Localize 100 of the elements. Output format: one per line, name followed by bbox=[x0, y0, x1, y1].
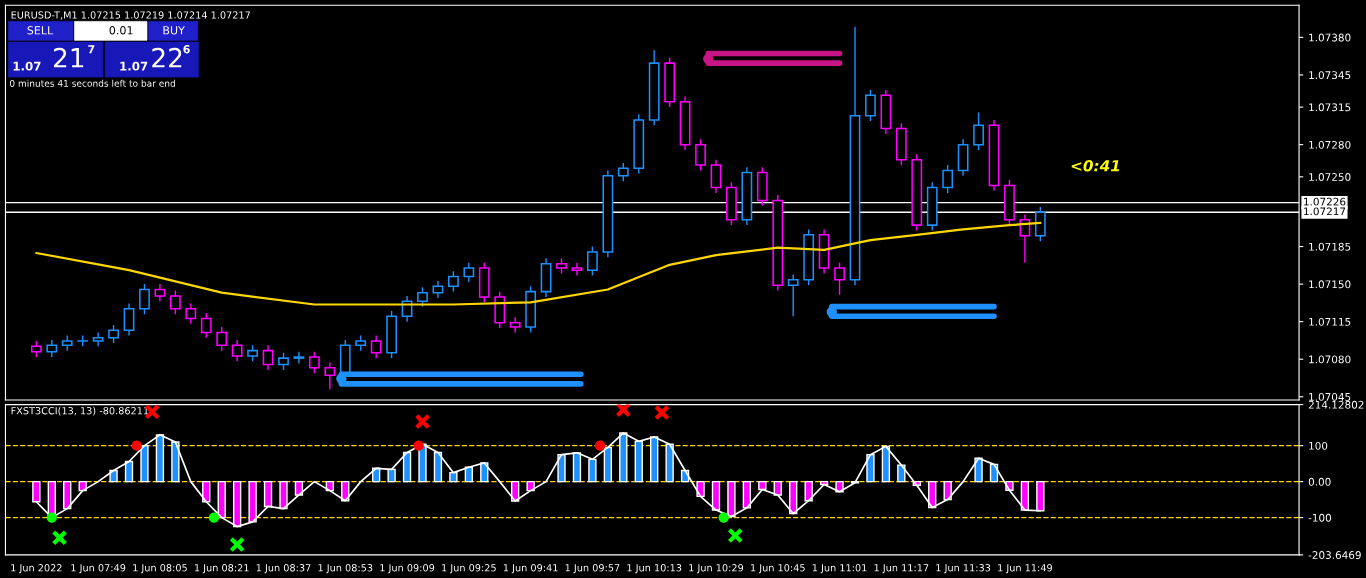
point bbox=[615, 404, 632, 418]
x-tick-label: 1 Jun 2022 bbox=[11, 564, 62, 574]
candlestick bbox=[370, 334, 382, 359]
bar bbox=[248, 480, 257, 523]
x-tick-label: 1 Jun 09:57 bbox=[565, 564, 620, 574]
point bbox=[718, 512, 729, 523]
text: EURUSD-T,M1 1.07215 1.07219 1.07214 1.07217 bbox=[11, 11, 250, 20]
annotation: BUY bbox=[163, 26, 185, 35]
x-tick-label: 1 Jun 09:25 bbox=[442, 564, 496, 574]
candlestick bbox=[123, 302, 135, 337]
y-tick-label: 1.07185 bbox=[1309, 242, 1351, 251]
candlestick bbox=[293, 351, 305, 365]
candlestick bbox=[231, 339, 243, 363]
candlestick bbox=[185, 302, 197, 325]
ref-line-label: 1.07217 bbox=[1304, 207, 1346, 216]
annotation: 6 bbox=[183, 45, 190, 54]
candlestick bbox=[571, 261, 583, 277]
bar bbox=[449, 471, 458, 483]
bar bbox=[727, 480, 736, 518]
x-tick-label: 1 Jun 08:05 bbox=[133, 564, 187, 574]
y-tick-label: 1.07080 bbox=[1309, 355, 1351, 364]
candlestick bbox=[262, 344, 274, 371]
candlestick bbox=[216, 326, 228, 352]
point bbox=[229, 536, 246, 553]
y-tick-label: 1.07045 bbox=[1309, 392, 1351, 401]
candlestick bbox=[324, 361, 336, 390]
x-tick-label: 1 Jun 11:49 bbox=[998, 564, 1052, 574]
y-tick-label: 1.07380 bbox=[1309, 33, 1351, 42]
x-tick-label: 1 Jun 07:49 bbox=[71, 564, 126, 574]
bar bbox=[217, 480, 226, 519]
bar bbox=[634, 440, 643, 483]
y-tick-label: -100 bbox=[1308, 513, 1332, 522]
candlestick bbox=[417, 286, 428, 308]
bar bbox=[140, 444, 149, 483]
bar bbox=[804, 480, 813, 502]
point bbox=[413, 440, 424, 451]
y-tick-label: 1.07250 bbox=[1309, 173, 1351, 181]
candlestick bbox=[308, 351, 320, 374]
bar bbox=[171, 441, 180, 483]
x-tick-label: 1 Jun 09:09 bbox=[380, 564, 435, 574]
point bbox=[654, 404, 670, 421]
x-tick-label: 1 Jun 08:21 bbox=[194, 564, 249, 574]
candlestick bbox=[92, 331, 104, 348]
point bbox=[46, 512, 57, 523]
y-tick-label: 0.00 bbox=[1308, 477, 1331, 486]
line-series bbox=[35, 432, 1042, 528]
x-tick-label: 1 Jun 11:17 bbox=[874, 564, 929, 574]
bar bbox=[588, 458, 597, 483]
bar bbox=[897, 464, 906, 483]
bar bbox=[650, 436, 659, 483]
x-tick-label: 1 Jun 10:29 bbox=[689, 564, 744, 574]
annotation: 22 bbox=[152, 47, 182, 68]
point bbox=[594, 440, 606, 451]
bar bbox=[711, 480, 721, 511]
point bbox=[208, 512, 220, 523]
bar bbox=[773, 480, 782, 496]
candlestick bbox=[447, 270, 459, 293]
bar bbox=[402, 451, 412, 483]
point bbox=[414, 413, 431, 430]
point bbox=[336, 373, 347, 384]
candlestick bbox=[587, 245, 598, 277]
x-tick-label: 1 Jun 08:53 bbox=[318, 564, 373, 574]
chart-title: FXST3CCI(13, 13) -80.86211 bbox=[11, 406, 149, 416]
annotation: 7 bbox=[88, 45, 95, 54]
candlestick bbox=[865, 89, 876, 122]
bar bbox=[387, 468, 396, 483]
annotation: 0 minutes 41 seconds left to bar end bbox=[9, 79, 175, 87]
annotation: SELL bbox=[27, 26, 54, 35]
candlestick bbox=[463, 261, 475, 283]
point bbox=[826, 306, 837, 318]
bar bbox=[943, 480, 952, 501]
x-tick-label: 1 Jun 08:37 bbox=[256, 564, 311, 574]
candlestick bbox=[942, 164, 954, 194]
bar bbox=[263, 480, 273, 508]
point bbox=[131, 440, 142, 451]
point bbox=[703, 53, 714, 64]
candlestick bbox=[108, 324, 119, 344]
candlestick bbox=[695, 138, 706, 172]
bar bbox=[63, 480, 72, 510]
y-tick-label: 1.07280 bbox=[1309, 140, 1351, 149]
candlestick bbox=[1034, 206, 1046, 242]
bar bbox=[665, 443, 674, 483]
candlestick bbox=[710, 158, 722, 194]
y-tick-label: 214.12802 bbox=[1308, 400, 1364, 409]
bar bbox=[742, 480, 752, 509]
candlestick bbox=[139, 283, 150, 315]
candlestick bbox=[200, 312, 212, 339]
bar bbox=[974, 457, 983, 483]
annotation: 1.07 bbox=[120, 61, 148, 71]
bar bbox=[603, 446, 613, 483]
y-tick-label: 1.07115 bbox=[1309, 317, 1351, 326]
annotation: <0:41 bbox=[1071, 159, 1120, 172]
bar bbox=[433, 451, 443, 483]
candlestick bbox=[169, 289, 181, 315]
candlestick bbox=[787, 273, 799, 317]
candlestick bbox=[973, 111, 984, 151]
bar bbox=[557, 453, 566, 483]
bar bbox=[124, 460, 134, 483]
x-tick-label: 1 Jun 09:41 bbox=[503, 564, 558, 574]
y-tick-label: -203.6469 bbox=[1308, 551, 1361, 559]
